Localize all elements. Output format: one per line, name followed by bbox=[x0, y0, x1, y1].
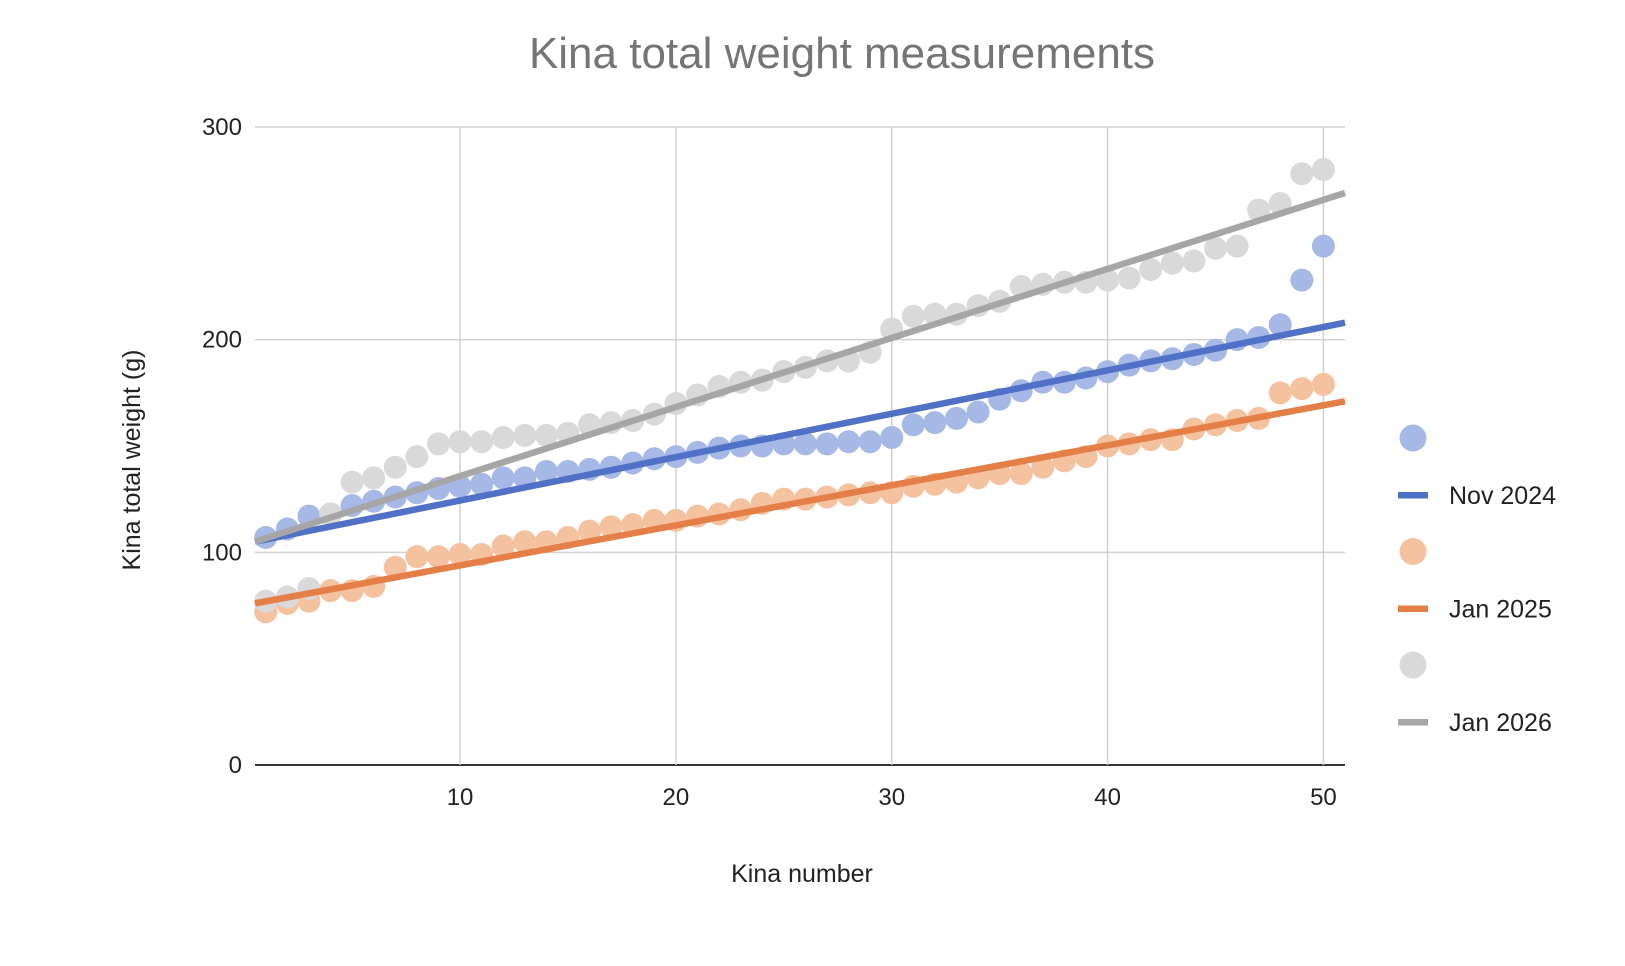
x-tick-label: 40 bbox=[1094, 784, 1121, 811]
data-point bbox=[470, 472, 494, 496]
data-point bbox=[1268, 313, 1292, 337]
y-tick-label: 100 bbox=[202, 539, 242, 566]
data-point bbox=[837, 430, 861, 454]
trendline-3 bbox=[254, 189, 1346, 545]
data-point bbox=[858, 430, 882, 454]
data-point bbox=[383, 455, 407, 479]
data-point bbox=[470, 430, 494, 454]
data-point bbox=[513, 530, 537, 554]
data-point bbox=[491, 425, 515, 449]
data-point bbox=[1182, 249, 1206, 273]
data-point bbox=[491, 466, 515, 490]
data-point bbox=[1009, 462, 1033, 486]
data-point bbox=[1290, 377, 1314, 401]
data-point bbox=[383, 555, 407, 579]
x-tick-label: 10 bbox=[447, 784, 474, 811]
data-point bbox=[923, 411, 947, 435]
legend-marker-point bbox=[1399, 538, 1427, 565]
data-point bbox=[448, 430, 472, 454]
data-point bbox=[491, 534, 515, 558]
data-point bbox=[1311, 158, 1335, 182]
data-point bbox=[944, 406, 968, 430]
data-point bbox=[578, 519, 602, 543]
y-tick-label: 200 bbox=[202, 327, 242, 354]
data-point bbox=[1290, 162, 1314, 186]
x-tick-label: 50 bbox=[1310, 784, 1337, 811]
x-tick-label: 20 bbox=[663, 784, 690, 811]
data-point bbox=[1311, 372, 1335, 396]
data-point bbox=[901, 304, 925, 328]
data-point bbox=[880, 425, 904, 449]
data-point bbox=[340, 470, 364, 494]
legend: Nov 2024 Jan 2025 Jan 2026 bbox=[1398, 424, 1556, 737]
legend-marker-point bbox=[1399, 424, 1427, 452]
y-tick-label: 0 bbox=[229, 752, 242, 779]
legend-marker-line bbox=[1398, 719, 1428, 726]
data-point bbox=[966, 400, 990, 424]
chart-title: Kina total weight measurements bbox=[529, 29, 1155, 78]
trendline-2 bbox=[254, 398, 1346, 607]
plot-area bbox=[254, 158, 1346, 624]
data-point bbox=[513, 423, 537, 447]
legend-marker-point bbox=[1399, 651, 1427, 679]
data-point bbox=[1225, 234, 1249, 258]
data-point bbox=[448, 542, 472, 566]
data-point bbox=[1096, 268, 1120, 292]
data-point bbox=[1203, 236, 1227, 260]
data-point bbox=[534, 460, 558, 484]
data-point bbox=[1268, 381, 1292, 405]
y-axis-ticks: 0 100 200 300 bbox=[202, 114, 242, 779]
data-point bbox=[426, 545, 450, 569]
series-points-3 bbox=[254, 158, 1335, 613]
data-point bbox=[1290, 268, 1314, 292]
data-point bbox=[405, 445, 429, 469]
data-point bbox=[1117, 266, 1141, 290]
legend-marker-line bbox=[1398, 492, 1428, 499]
data-point bbox=[793, 432, 817, 456]
legend-entry-label: Jan 2025 bbox=[1449, 596, 1552, 624]
data-point bbox=[1160, 251, 1184, 275]
legend-entry-label: Jan 2026 bbox=[1449, 709, 1552, 737]
x-tick-label: 30 bbox=[878, 784, 905, 811]
x-axis-ticks: 10 20 30 40 50 bbox=[447, 784, 1337, 811]
legend-marker-line bbox=[1398, 605, 1428, 612]
data-point bbox=[534, 423, 558, 447]
data-point bbox=[901, 413, 925, 437]
y-tick-label: 300 bbox=[202, 114, 242, 141]
legend-entry-label: Nov 2024 bbox=[1449, 482, 1556, 510]
y-axis-label: Kina total weight (g) bbox=[118, 350, 146, 571]
data-point bbox=[599, 515, 623, 539]
trendline-1 bbox=[254, 319, 1346, 545]
x-axis-label: Kina number bbox=[731, 860, 873, 888]
data-point bbox=[815, 432, 839, 456]
data-point bbox=[405, 545, 429, 569]
data-point bbox=[362, 466, 386, 490]
data-point bbox=[1139, 257, 1163, 281]
data-point bbox=[426, 432, 450, 456]
data-point bbox=[1311, 234, 1335, 258]
